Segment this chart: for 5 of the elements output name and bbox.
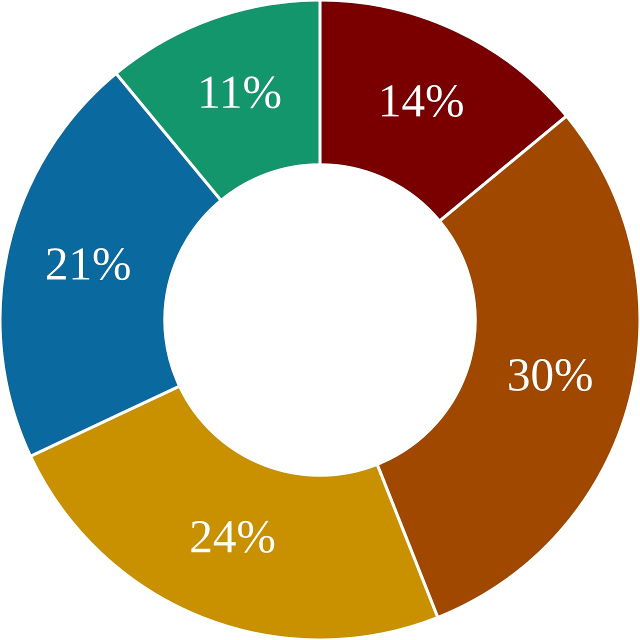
data-label: 24% (191, 520, 274, 553)
data-label: 30% (509, 359, 592, 392)
data-label: 21% (46, 248, 130, 280)
data-label: 11% (201, 76, 280, 108)
data-label: 14% (382, 84, 463, 117)
